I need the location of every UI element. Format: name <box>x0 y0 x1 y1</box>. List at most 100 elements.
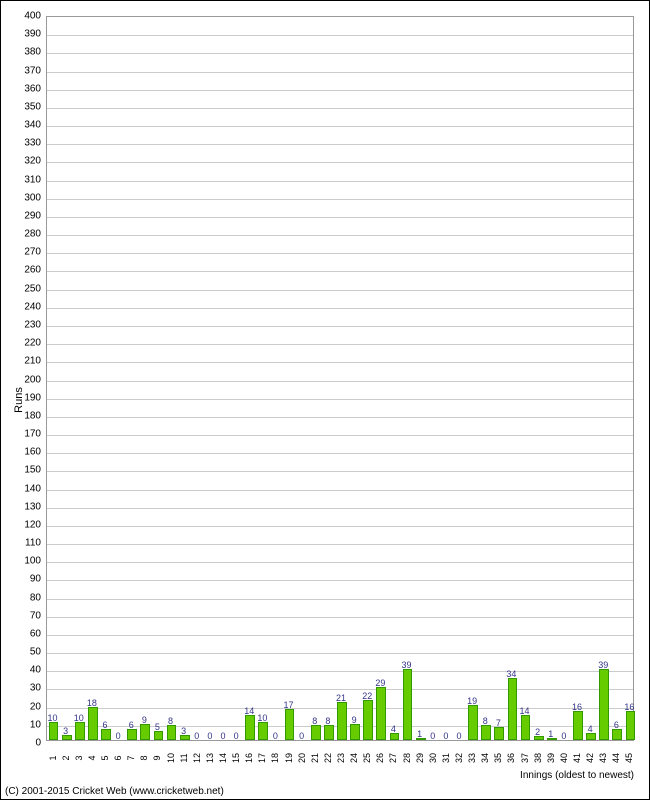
bar-value-label: 1 <box>548 729 553 739</box>
ytick-label: 170 <box>11 429 41 440</box>
ytick-label: 280 <box>11 229 41 240</box>
bar <box>612 729 622 740</box>
bar <box>101 729 111 740</box>
xtick-label: 40 <box>559 753 569 763</box>
bar-value-label: 14 <box>244 706 254 716</box>
bar-value-label: 22 <box>362 691 372 701</box>
bar-value-label: 17 <box>284 700 294 710</box>
xtick-label: 39 <box>546 753 556 763</box>
xtick-label: 20 <box>297 753 307 763</box>
bar <box>599 669 609 740</box>
bar <box>481 725 491 740</box>
xtick-label: 32 <box>454 753 464 763</box>
xtick-label: 23 <box>336 753 346 763</box>
bar-value-label: 6 <box>102 720 107 730</box>
bar <box>494 727 504 740</box>
bar-value-label: 1 <box>417 729 422 739</box>
bar-value-label: 7 <box>496 718 501 728</box>
bar-value-label: 19 <box>467 696 477 706</box>
xtick-label: 31 <box>441 753 451 763</box>
bar-value-label: 6 <box>129 720 134 730</box>
xtick-label: 4 <box>87 755 97 760</box>
xtick-label: 45 <box>624 753 634 763</box>
ytick-label: 150 <box>11 465 41 476</box>
bar-value-label: 0 <box>207 731 212 741</box>
ytick-label: 310 <box>11 174 41 185</box>
ytick-label: 240 <box>11 301 41 312</box>
bar-value-label: 6 <box>614 720 619 730</box>
xtick-label: 18 <box>270 753 280 763</box>
xtick-label: 3 <box>74 755 84 760</box>
bar <box>508 678 518 740</box>
xtick-label: 42 <box>585 753 595 763</box>
bar-value-label: 10 <box>74 713 84 723</box>
xtick-label: 11 <box>179 753 189 762</box>
bar <box>258 722 268 740</box>
bar <box>586 733 596 740</box>
bar-value-label: 3 <box>63 726 68 736</box>
bar-value-label: 8 <box>168 716 173 726</box>
bar-value-label: 3 <box>181 726 186 736</box>
bar-value-label: 21 <box>336 693 346 703</box>
xtick-label: 22 <box>323 753 333 763</box>
ytick-label: 100 <box>11 556 41 567</box>
bar-value-label: 39 <box>598 660 608 670</box>
bar <box>49 722 59 740</box>
bar <box>167 725 177 740</box>
xtick-label: 9 <box>152 755 162 760</box>
xtick-label: 16 <box>244 753 254 763</box>
bar <box>403 669 413 740</box>
ytick-label: 30 <box>11 683 41 694</box>
bar-value-label: 16 <box>572 702 582 712</box>
y-axis-label: Runs <box>13 387 25 413</box>
bar-value-label: 10 <box>257 713 267 723</box>
bar <box>350 724 360 740</box>
bar-value-label: 2 <box>535 727 540 737</box>
xtick-label: 41 <box>572 753 582 763</box>
bar-value-label: 5 <box>155 722 160 732</box>
bar-value-label: 8 <box>483 716 488 726</box>
ytick-label: 270 <box>11 247 41 258</box>
xtick-label: 43 <box>598 753 608 763</box>
bar-value-label: 34 <box>506 669 516 679</box>
ytick-label: 200 <box>11 374 41 385</box>
xtick-label: 2 <box>61 755 71 760</box>
bar-value-label: 18 <box>87 698 97 708</box>
xtick-label: 1 <box>48 755 58 760</box>
ytick-label: 230 <box>11 319 41 330</box>
ytick-label: 60 <box>11 628 41 639</box>
bar <box>311 725 321 740</box>
bar <box>337 702 347 740</box>
xtick-label: 26 <box>375 753 385 763</box>
xtick-label: 6 <box>113 755 123 760</box>
xtick-label: 13 <box>205 753 215 763</box>
bar <box>324 725 334 740</box>
bar <box>88 707 98 740</box>
bar-value-label: 16 <box>624 702 634 712</box>
bar-value-label: 0 <box>456 731 461 741</box>
xtick-label: 33 <box>467 753 477 763</box>
xtick-label: 28 <box>402 753 412 763</box>
chart-container: 0102030405060708090100110120130140150160… <box>0 0 650 800</box>
xtick-label: 44 <box>611 753 621 763</box>
xtick-label: 38 <box>533 753 543 763</box>
ytick-label: 110 <box>11 538 41 549</box>
ytick-label: 390 <box>11 29 41 40</box>
ytick-label: 360 <box>11 83 41 94</box>
xtick-label: 27 <box>388 753 398 763</box>
ytick-label: 300 <box>11 192 41 203</box>
bar <box>245 715 255 740</box>
bar-value-label: 39 <box>402 660 412 670</box>
xtick-label: 37 <box>520 753 530 763</box>
ytick-label: 10 <box>11 719 41 730</box>
bar <box>75 722 85 740</box>
bar-value-label: 4 <box>588 724 593 734</box>
ytick-label: 40 <box>11 665 41 676</box>
bar-value-label: 0 <box>220 731 225 741</box>
ytick-label: 50 <box>11 647 41 658</box>
xtick-label: 8 <box>139 755 149 760</box>
bar-value-label: 0 <box>194 731 199 741</box>
bar-value-label: 0 <box>116 731 121 741</box>
bar <box>626 711 636 740</box>
bar <box>127 729 137 740</box>
